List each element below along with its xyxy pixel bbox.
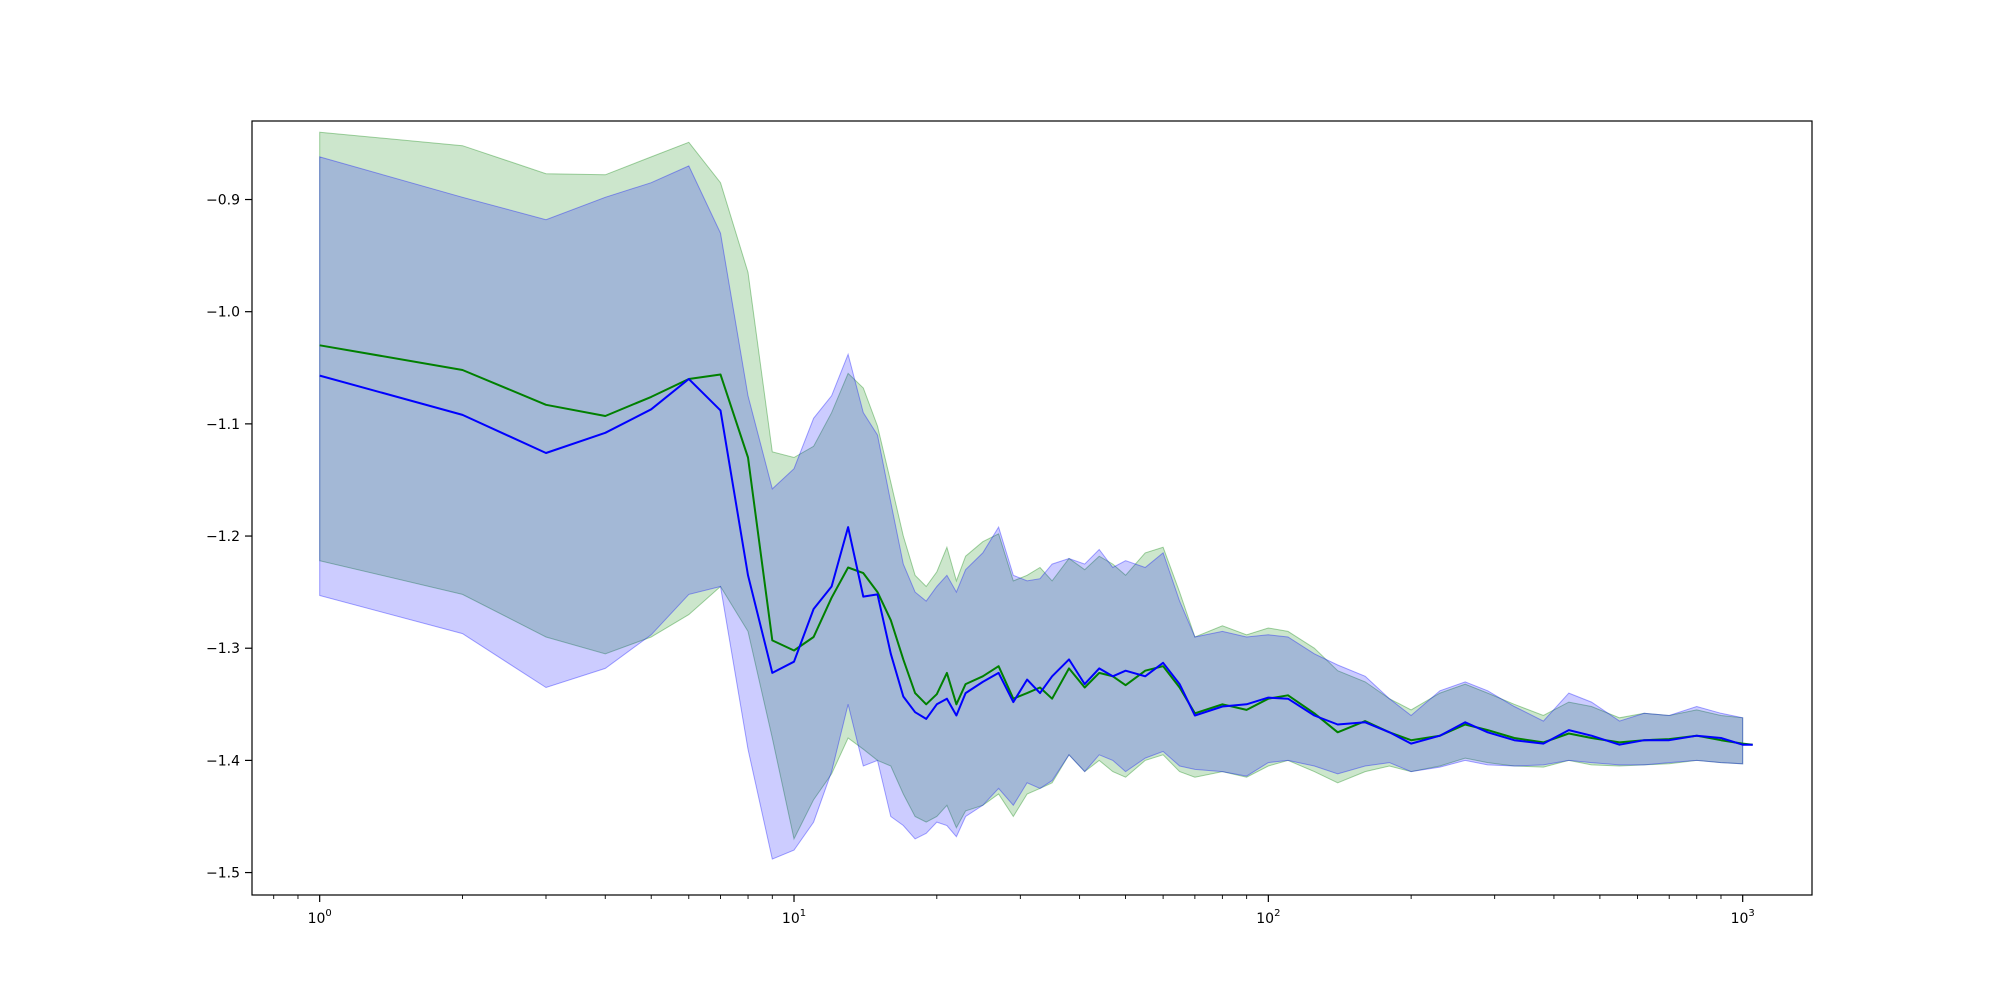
y-tick-label-6: −1.5 [206,866,240,882]
x-tick-label-2: 102 [1256,908,1280,927]
confidence-band-1 [319,131,1744,841]
x-tick-label-3: 103 [1731,908,1755,927]
series-line-2 [319,374,1753,746]
x-tick-label-0: 100 [308,908,332,927]
x-tick-label-1: 101 [782,908,806,927]
y-tick-label-4: −1.3 [206,641,240,657]
confidence-bands [319,131,1744,860]
y-tick-label-5: −1.4 [206,753,240,769]
confidence-band-2 [319,156,1744,860]
y-tick-label-2: −1.1 [206,417,240,433]
y-axis: −0.9 −1.0 −1.1 −1.2 −1.3 −1.4 −1.5 [206,193,252,882]
plot-frame [251,120,1813,896]
y-tick-label-0: −0.9 [206,193,240,209]
x-axis: 100 101 102 103 [273,895,1755,927]
series-lines [319,344,1753,746]
y-tick-label-1: −1.0 [206,305,240,321]
series-line-1 [319,344,1753,746]
y-tick-label-3: −1.2 [206,529,240,545]
